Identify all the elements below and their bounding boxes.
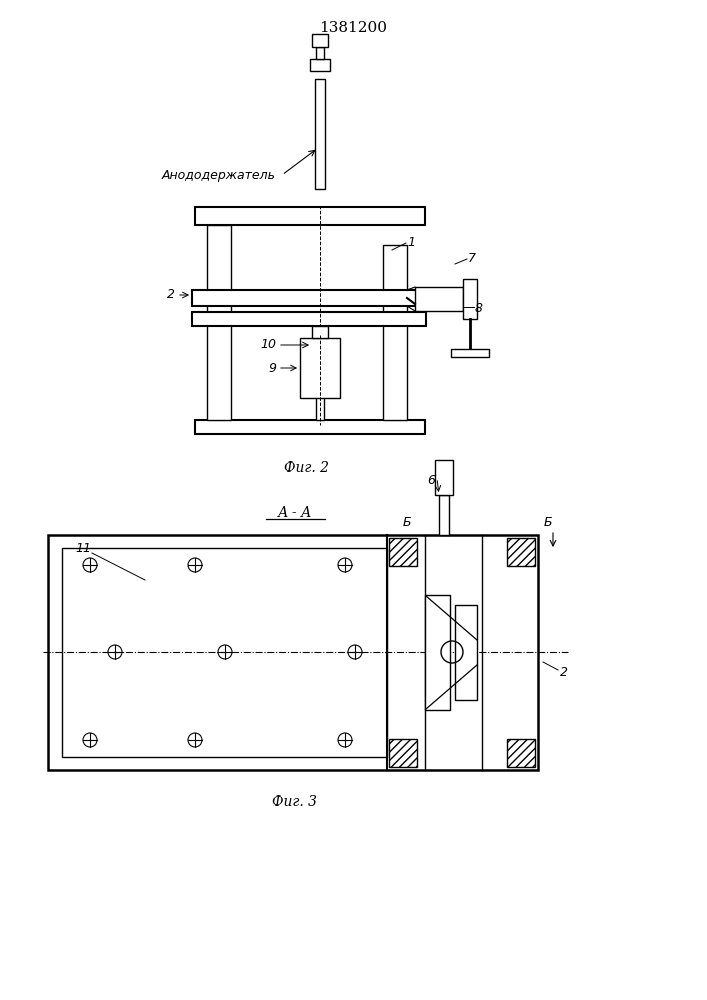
Bar	[62, 548, 387, 757]
Bar	[383, 245, 407, 420]
Text: 11: 11	[75, 542, 91, 554]
Bar	[195, 420, 425, 434]
Bar	[507, 739, 535, 767]
Text: 6: 6	[427, 474, 435, 487]
Bar	[195, 207, 425, 225]
Text: 10: 10	[260, 338, 276, 352]
Bar	[463, 279, 477, 319]
Bar	[192, 312, 426, 326]
Text: Б: Б	[403, 516, 411, 530]
Bar	[310, 59, 330, 71]
Bar	[192, 290, 426, 306]
Bar	[389, 538, 417, 566]
Text: А - А: А - А	[278, 506, 312, 520]
Text: Фиг. 3: Фиг. 3	[272, 795, 317, 809]
Text: 7: 7	[468, 251, 476, 264]
Text: Фиг. 2: Фиг. 2	[284, 461, 329, 475]
Bar	[389, 739, 417, 767]
Bar	[439, 495, 449, 535]
Bar	[455, 605, 477, 700]
Bar	[415, 287, 463, 311]
Bar	[316, 326, 324, 420]
Text: 8: 8	[475, 302, 483, 314]
Bar	[425, 595, 450, 710]
Bar	[315, 79, 325, 189]
Text: 2: 2	[560, 666, 568, 678]
Bar	[312, 326, 328, 338]
Bar	[451, 349, 489, 357]
Bar	[507, 538, 535, 566]
Text: Анододержатель: Анододержатель	[162, 168, 276, 182]
Bar	[300, 338, 340, 398]
Text: 2: 2	[167, 288, 175, 302]
Text: 1381200: 1381200	[319, 21, 387, 35]
Text: 1: 1	[407, 235, 415, 248]
Bar	[207, 225, 231, 420]
Bar	[312, 34, 328, 47]
Bar	[316, 47, 324, 59]
Bar	[48, 535, 538, 770]
Bar	[435, 460, 453, 495]
Text: Б: Б	[544, 516, 552, 530]
Text: 9: 9	[268, 361, 276, 374]
